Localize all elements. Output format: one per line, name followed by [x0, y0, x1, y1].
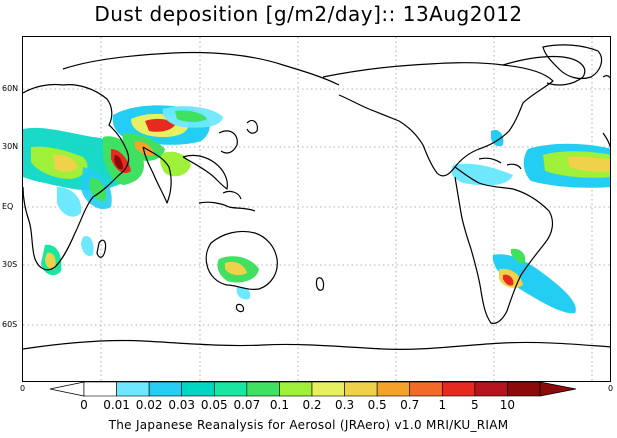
colorbar-cell	[246, 381, 280, 397]
colorbar-tick-label: 0.01	[103, 398, 130, 412]
colorbar-cell	[83, 381, 117, 397]
colorbar-under-triangle	[49, 381, 85, 397]
lat-label-30n: 30N	[2, 142, 19, 151]
colorbar-cell	[116, 381, 150, 397]
map-canvas	[23, 37, 610, 381]
colorbar-tick-label: 0	[80, 398, 88, 412]
colorbar-tick-label: 0.05	[200, 398, 228, 412]
colorbar-tick-label: 0.07	[233, 398, 261, 412]
colorbar-over-triangle	[539, 381, 577, 397]
colorbar-tick-label: 10	[499, 398, 516, 412]
coastlines	[23, 44, 610, 350]
colorbar-cell	[409, 381, 443, 397]
corner-label-right: 0	[608, 384, 614, 393]
colorbar-tick-label: 0.5	[367, 398, 387, 412]
colorbar-cell	[474, 381, 508, 397]
colorbar-cell	[441, 381, 476, 397]
colorbar-cell	[311, 381, 345, 397]
colorbar-cell	[181, 381, 215, 397]
lat-label-60n: 60N	[2, 84, 19, 93]
lat-label-60s: 60S	[2, 320, 18, 329]
colorbar-tick-label: 0.1	[269, 398, 289, 412]
colorbar-tick-label: 1	[438, 398, 447, 412]
colorbar-tick-label: 0.03	[168, 398, 196, 412]
colorbar-tick-label: 0.2	[302, 398, 322, 412]
dust-field	[23, 105, 610, 314]
colorbar-tick-label: 0.02	[135, 398, 163, 412]
colorbar-cell	[507, 381, 541, 397]
lat-label-eq: EQ	[2, 202, 14, 211]
colorbar-cell	[279, 381, 313, 397]
colorbar-cell	[344, 381, 378, 397]
colorbar-cell	[376, 381, 411, 397]
map-title: Dust deposition [g/m2/day]:: 13Aug2012	[94, 2, 523, 26]
colorbar-cell	[213, 381, 248, 397]
graticule	[23, 37, 610, 381]
colorbar-tick-label: 0.3	[335, 398, 355, 412]
lat-label-30s: 30S	[2, 260, 18, 269]
corner-label-left: 0	[20, 384, 26, 393]
world-map	[22, 36, 611, 382]
dust-thar	[160, 151, 191, 177]
colorbar-cell	[148, 381, 183, 397]
credit-line: The Japanese Reanalysis for Aerosol (JRA…	[108, 418, 509, 432]
dust-patagonia	[492, 254, 576, 314]
colorbar-tick-label: 5	[471, 398, 479, 412]
colorbar	[49, 381, 577, 397]
colorbar-tick-label: 0.7	[400, 398, 420, 412]
